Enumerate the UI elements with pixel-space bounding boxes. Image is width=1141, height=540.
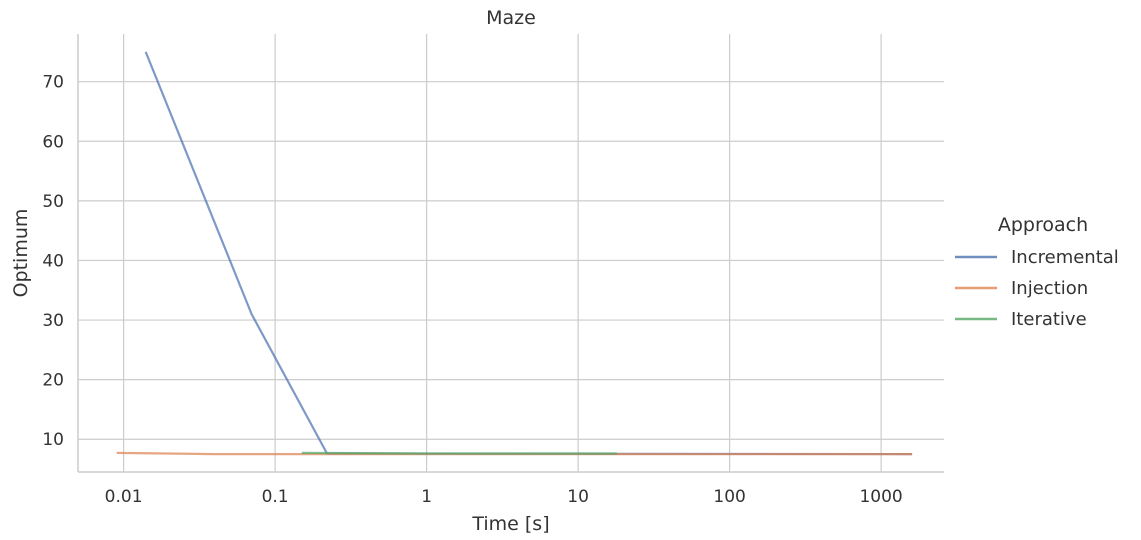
series-lines [116, 51, 913, 456]
y-tick-label: 10 [42, 430, 64, 450]
legend: Approach Incremental Injection Iterative [955, 214, 1119, 330]
x-tick-label: 0.01 [105, 487, 143, 507]
legend-title: Approach [998, 214, 1088, 236]
x-axis-label: Time [s] [471, 513, 549, 535]
chart-title: Maze [486, 7, 536, 29]
grid-lines [78, 34, 944, 472]
x-tick-labels: 0.01 0.1 1 10 100 1000 [105, 487, 903, 507]
y-tick-label: 50 [42, 192, 64, 212]
y-tick-label: 20 [42, 371, 64, 391]
y-tick-labels: 10 20 30 40 50 60 70 [42, 73, 64, 451]
y-tick-label: 40 [42, 251, 64, 271]
legend-label-incremental: Incremental [1011, 247, 1119, 268]
x-tick-label: 0.1 [262, 487, 289, 507]
axes [77, 34, 944, 473]
y-tick-label: 60 [42, 132, 64, 152]
legend-label-injection: Injection [1011, 278, 1088, 299]
x-tick-label: 10 [567, 487, 589, 507]
x-tick-label: 1000 [859, 487, 902, 507]
legend-label-iterative: Iterative [1011, 309, 1087, 330]
x-tick-label: 1 [421, 487, 432, 507]
y-axis-label: Optimum [10, 209, 32, 298]
series-line-incremental [144, 51, 913, 456]
x-tick-label: 100 [713, 487, 745, 507]
legend-items: Incremental Injection Iterative [955, 247, 1119, 330]
y-tick-label: 70 [42, 73, 64, 93]
y-tick-label: 30 [42, 311, 64, 331]
series-line-iterative [301, 451, 617, 455]
